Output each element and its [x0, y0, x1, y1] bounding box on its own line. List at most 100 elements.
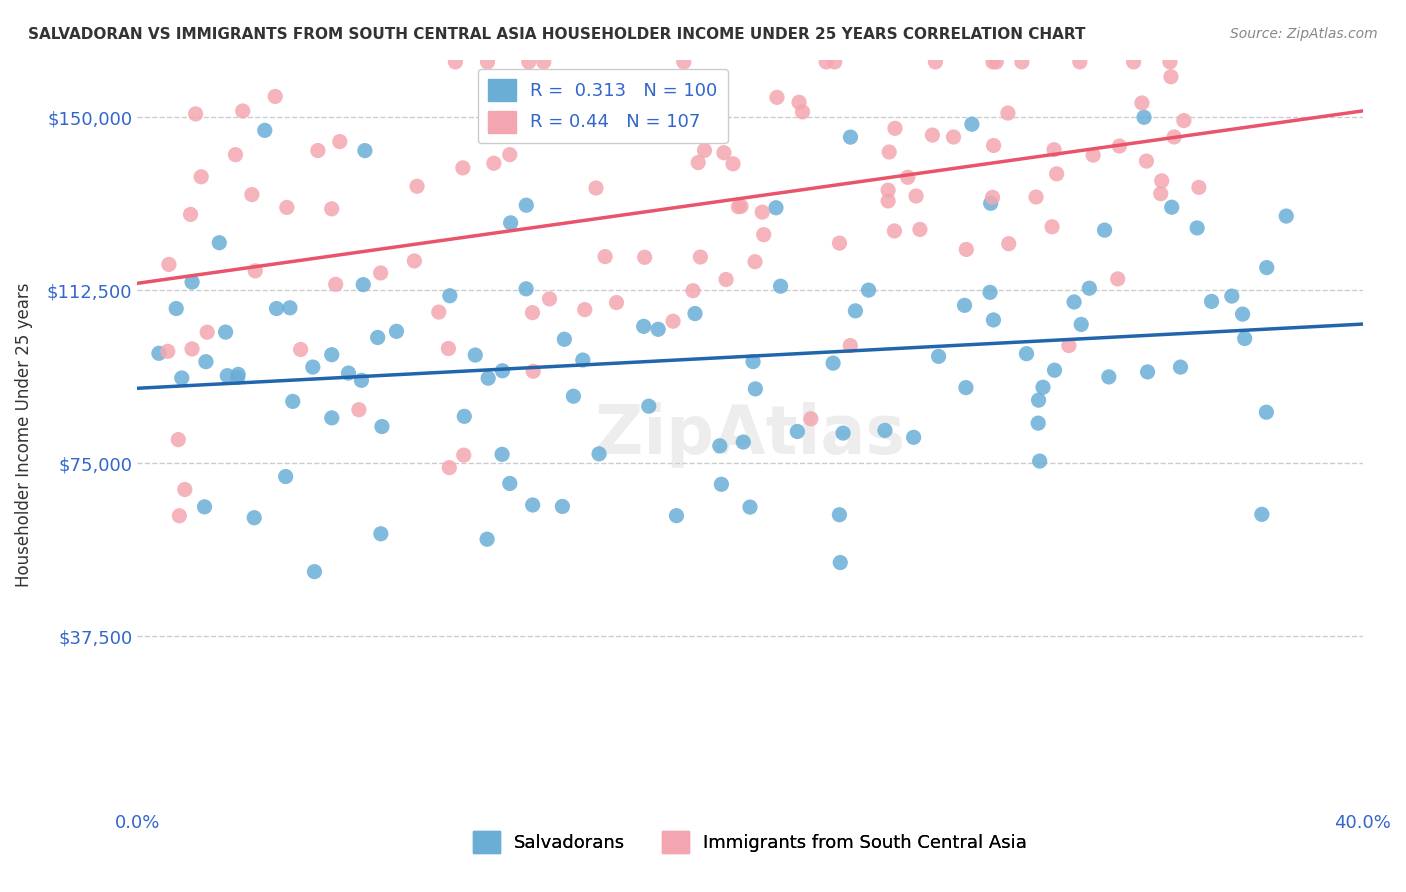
- Point: [710, 477, 733, 491]
- Point: [1160, 70, 1182, 84]
- Point: [321, 202, 343, 216]
- Point: [844, 303, 866, 318]
- Point: [1256, 405, 1278, 419]
- Point: [1028, 454, 1050, 468]
- Point: [224, 147, 246, 161]
- Point: [499, 147, 522, 161]
- Point: [588, 447, 610, 461]
- Point: [321, 410, 343, 425]
- Point: [953, 298, 976, 312]
- Point: [1150, 174, 1173, 188]
- Point: [769, 279, 792, 293]
- Point: [190, 169, 212, 184]
- Point: [1136, 365, 1159, 379]
- Point: [533, 54, 555, 69]
- Point: [232, 103, 254, 118]
- Point: [406, 179, 429, 194]
- Point: [751, 205, 773, 219]
- Point: [173, 483, 195, 497]
- Legend: Salvadorans, Immigrants from South Central Asia: Salvadorans, Immigrants from South Centr…: [465, 824, 1035, 861]
- Point: [1063, 295, 1085, 310]
- Point: [226, 370, 249, 384]
- Point: [1201, 294, 1223, 309]
- Point: [593, 250, 616, 264]
- Point: [1232, 307, 1254, 321]
- Point: [325, 277, 347, 292]
- Point: [637, 399, 659, 413]
- Point: [744, 382, 766, 396]
- Point: [633, 319, 655, 334]
- Point: [823, 356, 845, 370]
- Point: [1107, 272, 1129, 286]
- Point: [329, 135, 352, 149]
- Point: [477, 54, 499, 69]
- Point: [180, 207, 202, 221]
- Point: [1025, 190, 1047, 204]
- Point: [194, 354, 217, 368]
- Point: [884, 121, 907, 136]
- Point: [752, 227, 775, 242]
- Point: [1028, 393, 1050, 408]
- Point: [727, 200, 749, 214]
- Point: [385, 324, 408, 338]
- Point: [1160, 200, 1182, 214]
- Point: [1130, 95, 1153, 110]
- Point: [1026, 416, 1049, 430]
- Point: [839, 338, 862, 352]
- Point: [475, 532, 498, 546]
- Point: [1015, 347, 1038, 361]
- Point: [371, 419, 394, 434]
- Point: [908, 222, 931, 236]
- Point: [1135, 154, 1157, 169]
- Point: [738, 500, 761, 514]
- Point: [1108, 139, 1130, 153]
- Point: [787, 95, 810, 110]
- Point: [193, 500, 215, 514]
- Point: [672, 54, 695, 69]
- Point: [1040, 219, 1063, 234]
- Point: [924, 54, 946, 69]
- Point: [877, 145, 900, 159]
- Point: [240, 187, 263, 202]
- Point: [1133, 110, 1156, 124]
- Point: [765, 201, 787, 215]
- Point: [453, 409, 475, 424]
- Point: [955, 243, 977, 257]
- Point: [1159, 54, 1181, 69]
- Point: [858, 283, 880, 297]
- Point: [1098, 370, 1121, 384]
- Point: [662, 314, 685, 328]
- Point: [184, 107, 207, 121]
- Point: [1150, 186, 1173, 201]
- Point: [832, 426, 855, 441]
- Point: [1170, 360, 1192, 375]
- Point: [960, 117, 983, 131]
- Point: [214, 325, 236, 339]
- Point: [1122, 54, 1144, 69]
- Point: [1188, 180, 1211, 194]
- Point: [942, 130, 965, 145]
- Point: [693, 144, 716, 158]
- Point: [181, 275, 204, 289]
- Point: [427, 305, 450, 319]
- Point: [522, 305, 544, 319]
- Point: [477, 371, 499, 385]
- Point: [491, 364, 513, 378]
- Point: [515, 198, 537, 212]
- Point: [444, 54, 467, 69]
- Point: [499, 216, 522, 230]
- Point: [195, 325, 218, 339]
- Point: [786, 425, 808, 439]
- Point: [148, 346, 170, 360]
- Text: ZipAtlas: ZipAtlas: [595, 401, 905, 467]
- Point: [167, 433, 190, 447]
- Point: [703, 128, 725, 142]
- Point: [839, 130, 862, 145]
- Point: [815, 54, 838, 69]
- Point: [491, 447, 513, 461]
- Point: [226, 368, 249, 382]
- Point: [264, 89, 287, 103]
- Point: [307, 144, 329, 158]
- Point: [515, 282, 537, 296]
- Point: [370, 266, 392, 280]
